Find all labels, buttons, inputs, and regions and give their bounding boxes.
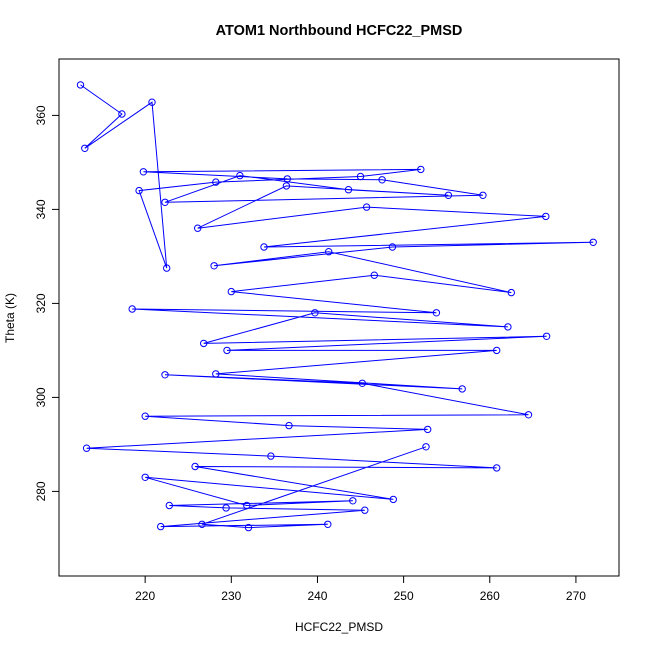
- data-point: [76, 81, 85, 89]
- x-axis-label: HCFC22_PMSD: [295, 620, 383, 634]
- data-point: [504, 323, 512, 331]
- data-point: [200, 339, 208, 348]
- data-point: [493, 346, 501, 355]
- data-point: [444, 191, 453, 200]
- data-point: [222, 504, 230, 512]
- y-tick-label: 360: [34, 105, 48, 125]
- data-point: [135, 186, 143, 195]
- data-point: [128, 305, 136, 313]
- data-point: [285, 421, 293, 430]
- data-point: [479, 191, 487, 200]
- data-point: [81, 144, 89, 153]
- data-point: [227, 287, 236, 296]
- data-point: [148, 98, 156, 106]
- data-point: [165, 501, 174, 510]
- data-point: [191, 462, 199, 471]
- data-point: [82, 444, 91, 452]
- x-tick-label: 260: [480, 589, 500, 603]
- data-point: [458, 385, 466, 393]
- data-point: [417, 165, 425, 174]
- data-point: [260, 243, 268, 251]
- y-axis-label: Theta (K): [3, 293, 17, 343]
- data-point: [422, 443, 430, 451]
- series-line: [80, 84, 594, 529]
- data-point: [118, 110, 126, 118]
- data-point: [244, 523, 253, 532]
- data-point: [282, 182, 291, 190]
- data-point: [361, 506, 369, 514]
- x-tick-label: 230: [221, 589, 241, 603]
- data-point: [212, 370, 220, 378]
- data-point: [194, 224, 202, 232]
- data-point: [157, 522, 165, 531]
- data-point: [424, 425, 432, 434]
- y-tick-label: 340: [34, 199, 48, 219]
- x-axis: 220 230 240 250 260 270: [135, 575, 586, 603]
- data-point: [388, 243, 397, 251]
- data-point: [358, 379, 366, 387]
- y-tick-label: 320: [34, 293, 48, 313]
- data-point: [325, 248, 333, 256]
- y-tick-label: 280: [34, 481, 48, 501]
- data-point: [356, 172, 365, 181]
- data-point: [524, 411, 533, 419]
- data-point: [210, 262, 218, 270]
- series-layer: [76, 81, 597, 532]
- chart-title: ATOM1 Northbound HCFC22_PMSD: [216, 23, 463, 39]
- data-point: [161, 198, 169, 207]
- data-point: [349, 497, 357, 505]
- y-axis: 280 300 320 340 360: [34, 105, 60, 501]
- data-point: [311, 309, 319, 317]
- data-point: [493, 464, 501, 472]
- data-point: [362, 203, 371, 211]
- data-point: [283, 175, 291, 183]
- data-point: [161, 371, 169, 379]
- data-point: [344, 186, 353, 194]
- data-point: [389, 495, 397, 504]
- data-point: [589, 238, 597, 247]
- data-point: [542, 332, 551, 340]
- x-tick-label: 250: [394, 589, 414, 603]
- data-point: [324, 520, 332, 528]
- data-point: [507, 288, 515, 297]
- x-tick-label: 220: [135, 589, 155, 603]
- data-point: [223, 346, 231, 355]
- data-point: [267, 452, 275, 460]
- data-point: [243, 501, 251, 510]
- data-point: [139, 168, 148, 176]
- data-point: [141, 473, 149, 481]
- x-tick-label: 240: [307, 589, 327, 603]
- data-point: [370, 271, 378, 279]
- data-point: [432, 309, 441, 317]
- plot-frame: [58, 58, 620, 577]
- data-point: [236, 171, 244, 180]
- x-tick-label: 270: [566, 589, 586, 603]
- data-point: [378, 176, 386, 184]
- data-point: [163, 264, 171, 272]
- y-tick-label: 300: [34, 387, 48, 407]
- data-point: [141, 412, 149, 420]
- data-point: [198, 520, 206, 528]
- data-point: [212, 178, 220, 186]
- data-point: [542, 212, 550, 221]
